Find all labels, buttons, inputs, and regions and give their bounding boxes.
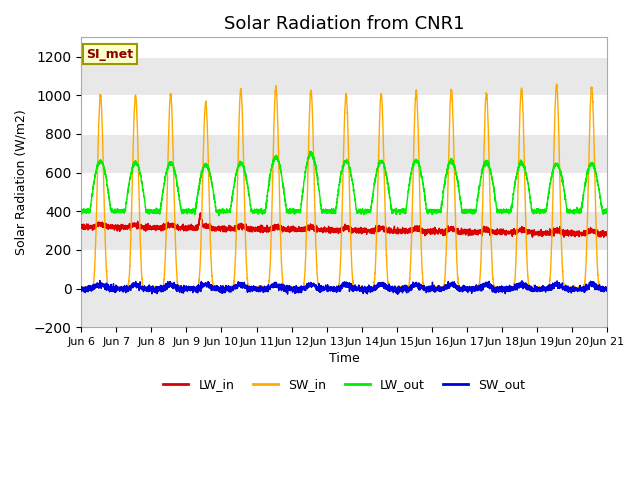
SW_out	[492, 285, 500, 290]
SW_out	[172, 283, 180, 288]
LW_out	[324, 208, 332, 214]
SW_out	[96, 277, 104, 283]
SW_out	[462, 285, 470, 290]
Title: Solar Radiation from CNR1: Solar Radiation from CNR1	[224, 15, 465, 33]
SW_in	[604, 286, 611, 291]
X-axis label: Time: Time	[329, 352, 360, 365]
SW_in	[172, 252, 180, 257]
SW_in	[492, 285, 500, 291]
SW_out	[604, 287, 611, 292]
Bar	[81, 57, 607, 96]
LW_out	[604, 210, 611, 216]
SW_in	[462, 285, 470, 291]
LW_out	[307, 148, 314, 154]
Bar	[81, 211, 607, 250]
SW_out	[603, 288, 611, 293]
LW_out	[77, 206, 85, 212]
Text: SI_met: SI_met	[86, 48, 134, 60]
Bar	[81, 134, 607, 173]
SW_in	[603, 285, 611, 290]
SW_in	[324, 285, 332, 290]
LW_out	[603, 209, 611, 215]
LW_in	[324, 224, 332, 229]
Legend: LW_in, SW_in, LW_out, SW_out: LW_in, SW_in, LW_out, SW_out	[158, 373, 531, 396]
SW_in	[553, 81, 561, 87]
Line: SW_in: SW_in	[81, 84, 607, 288]
SW_out	[77, 285, 85, 290]
SW_in	[77, 286, 85, 291]
LW_out	[215, 213, 223, 219]
SW_out	[324, 284, 332, 290]
LW_in	[603, 233, 611, 239]
Line: LW_out: LW_out	[81, 151, 607, 216]
LW_in	[172, 223, 180, 228]
LW_in	[600, 234, 607, 240]
SW_in	[77, 285, 85, 291]
SW_out	[394, 291, 401, 297]
SW_out	[433, 287, 441, 293]
SW_in	[433, 286, 441, 291]
LW_out	[492, 202, 500, 207]
LW_out	[172, 171, 180, 177]
LW_in	[77, 224, 85, 229]
LW_in	[604, 232, 611, 238]
Line: LW_in: LW_in	[81, 213, 607, 237]
LW_out	[433, 210, 441, 216]
Y-axis label: Solar Radiation (W/m2): Solar Radiation (W/m2)	[15, 109, 28, 255]
LW_in	[462, 229, 470, 235]
LW_out	[462, 208, 470, 214]
Bar	[81, 288, 607, 327]
LW_in	[492, 228, 500, 233]
LW_in	[433, 228, 441, 234]
LW_in	[196, 210, 204, 216]
Line: SW_out: SW_out	[81, 280, 607, 294]
